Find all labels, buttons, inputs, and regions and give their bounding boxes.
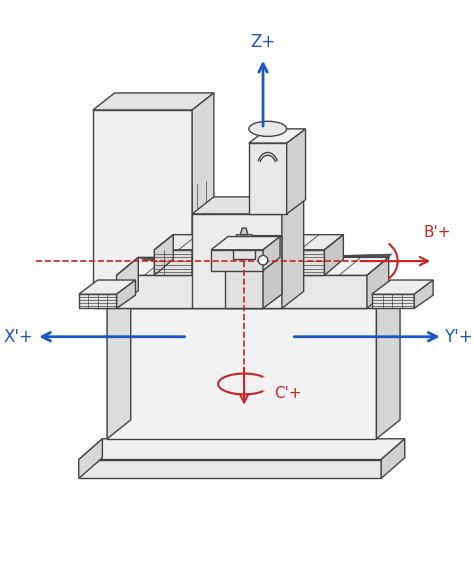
Polygon shape	[372, 280, 433, 294]
Polygon shape	[233, 234, 255, 250]
Polygon shape	[117, 280, 136, 309]
Text: C'+: C'+	[274, 386, 302, 401]
Polygon shape	[211, 250, 263, 270]
Polygon shape	[372, 294, 414, 309]
Polygon shape	[192, 197, 304, 214]
Polygon shape	[155, 234, 343, 250]
Text: Y'+: Y'+	[445, 328, 473, 346]
Polygon shape	[325, 234, 343, 275]
Ellipse shape	[258, 255, 268, 265]
Polygon shape	[79, 439, 102, 479]
Text: Z+: Z+	[250, 33, 276, 52]
Polygon shape	[282, 197, 304, 309]
Polygon shape	[107, 289, 131, 439]
Polygon shape	[263, 236, 282, 309]
Polygon shape	[107, 309, 376, 439]
Text: B'+: B'+	[424, 226, 451, 240]
Polygon shape	[93, 110, 192, 309]
Polygon shape	[79, 280, 136, 294]
Polygon shape	[249, 129, 306, 143]
Polygon shape	[376, 289, 400, 439]
Polygon shape	[240, 228, 248, 234]
Polygon shape	[107, 289, 400, 309]
Polygon shape	[414, 280, 433, 309]
Polygon shape	[117, 257, 389, 275]
Polygon shape	[79, 294, 117, 309]
Polygon shape	[225, 236, 282, 250]
Polygon shape	[233, 250, 255, 259]
Polygon shape	[261, 197, 304, 214]
Polygon shape	[155, 250, 325, 275]
Polygon shape	[249, 143, 287, 214]
Polygon shape	[155, 234, 173, 275]
Polygon shape	[225, 250, 263, 309]
Polygon shape	[117, 275, 367, 309]
Text: X'+: X'+	[3, 328, 33, 346]
Polygon shape	[117, 257, 138, 309]
Polygon shape	[287, 129, 306, 214]
Polygon shape	[79, 439, 405, 459]
Polygon shape	[93, 93, 214, 110]
Polygon shape	[79, 459, 381, 479]
Polygon shape	[192, 214, 282, 309]
Polygon shape	[192, 93, 214, 309]
Ellipse shape	[249, 121, 287, 136]
Polygon shape	[211, 237, 280, 250]
Polygon shape	[367, 257, 389, 309]
Polygon shape	[381, 439, 405, 479]
Polygon shape	[263, 237, 280, 270]
